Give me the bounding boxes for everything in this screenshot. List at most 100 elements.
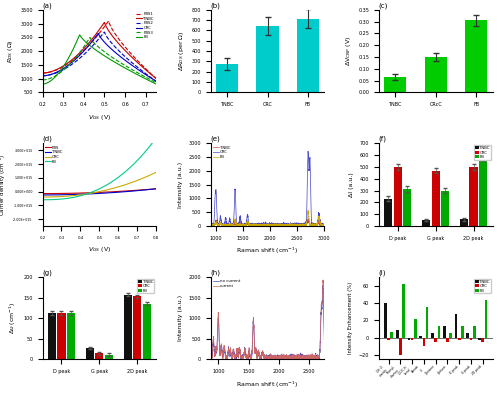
- TNBC: [208, 222, 214, 226]
- PBS: [107, 190, 113, 194]
- Line: TNBC: TNBC: [210, 219, 324, 226]
- PBS2: [122, 55, 128, 59]
- PBS2: [40, 73, 46, 78]
- Y-axis label: $R_{DS}$ (Ω): $R_{DS}$ (Ω): [6, 39, 15, 63]
- Bar: [390, 332, 393, 338]
- Bar: [216, 64, 238, 92]
- Bar: [387, 338, 390, 340]
- Text: (d): (d): [42, 135, 52, 142]
- TNBC: [228, 223, 234, 228]
- PBS1: [122, 44, 128, 49]
- CRC: [40, 195, 46, 199]
- Bar: [256, 26, 278, 92]
- CRC: [208, 224, 214, 228]
- TNBC: [312, 223, 318, 228]
- Line: PBS2: PBS2: [42, 32, 156, 81]
- Bar: [426, 307, 428, 338]
- CRC: [153, 79, 159, 84]
- PBS2: [53, 71, 59, 75]
- X-axis label: Raman shift (cm$^{-1}$): Raman shift (cm$^{-1}$): [236, 380, 298, 390]
- current: [263, 356, 269, 360]
- Text: (a): (a): [42, 2, 52, 9]
- TNBC: [107, 190, 113, 195]
- FB: [136, 157, 141, 162]
- PBS3: [40, 77, 46, 82]
- X-axis label: Raman shift (cm$^{-1}$): Raman shift (cm$^{-1}$): [236, 246, 298, 256]
- Bar: [473, 327, 476, 338]
- FB: [142, 149, 148, 154]
- CRC: [96, 31, 102, 36]
- Bar: [460, 219, 468, 226]
- Bar: [484, 301, 488, 338]
- TNBC: [122, 49, 128, 53]
- Bar: [461, 327, 464, 338]
- Bar: [432, 171, 440, 226]
- PBS1: [76, 52, 82, 57]
- FB: [40, 82, 46, 87]
- Line: CRC: CRC: [42, 34, 156, 81]
- FB: [153, 135, 159, 140]
- CRC: [310, 223, 316, 228]
- CRC: [153, 170, 159, 175]
- Line: CRC: CRC: [42, 172, 156, 197]
- FB: [228, 223, 234, 228]
- no current: [318, 312, 324, 317]
- Bar: [446, 338, 449, 342]
- Line: FB: FB: [42, 35, 156, 84]
- PBS1: [84, 45, 90, 49]
- Line: FB: FB: [42, 138, 156, 200]
- Text: (b): (b): [210, 2, 220, 9]
- PBS2: [153, 79, 159, 84]
- FB: [273, 222, 279, 227]
- X-axis label: $V_{GS}$ (V): $V_{GS}$ (V): [88, 113, 111, 122]
- CRC: [122, 58, 128, 63]
- PBS3: [87, 35, 93, 40]
- Line: TNBC: TNBC: [42, 189, 156, 195]
- FB: [85, 41, 91, 46]
- Bar: [431, 333, 434, 338]
- FB: [76, 33, 82, 38]
- Bar: [57, 313, 66, 359]
- CRC: [40, 195, 46, 199]
- Text: (i): (i): [379, 269, 386, 276]
- CRC: [109, 186, 115, 191]
- Bar: [465, 21, 487, 92]
- FB: [153, 82, 159, 87]
- CRC: [122, 58, 128, 62]
- CRC: [299, 223, 305, 228]
- PBS1: [106, 19, 112, 23]
- PBS: [107, 190, 113, 194]
- FB: [107, 181, 113, 186]
- CRC: [84, 45, 90, 49]
- Bar: [104, 354, 113, 359]
- CRC: [76, 53, 82, 58]
- TNBC: [40, 71, 46, 75]
- FB: [322, 223, 328, 228]
- Legend: TNBC, CRC, FB: TNBC, CRC, FB: [138, 279, 154, 293]
- FB: [228, 223, 234, 228]
- PBS: [136, 188, 141, 192]
- Line: no current: no current: [210, 285, 324, 359]
- Bar: [470, 338, 472, 340]
- Bar: [124, 295, 132, 359]
- TNBC: [228, 223, 234, 228]
- Bar: [408, 338, 410, 340]
- Bar: [394, 167, 402, 226]
- no current: [263, 356, 269, 361]
- Line: current: current: [210, 280, 324, 359]
- PBS1: [112, 30, 117, 35]
- Bar: [441, 190, 450, 226]
- PBS: [153, 186, 159, 191]
- CRC: [142, 175, 148, 179]
- CRC: [112, 49, 117, 54]
- X-axis label: $V_{GS}$ (V): $V_{GS}$ (V): [88, 245, 111, 254]
- Bar: [479, 158, 488, 226]
- FB: [77, 33, 83, 38]
- Bar: [422, 220, 430, 226]
- Line: PBS1: PBS1: [42, 21, 156, 79]
- CRC: [305, 149, 311, 154]
- FB: [109, 179, 115, 184]
- current: [320, 278, 326, 282]
- Bar: [482, 338, 484, 342]
- Bar: [384, 77, 406, 92]
